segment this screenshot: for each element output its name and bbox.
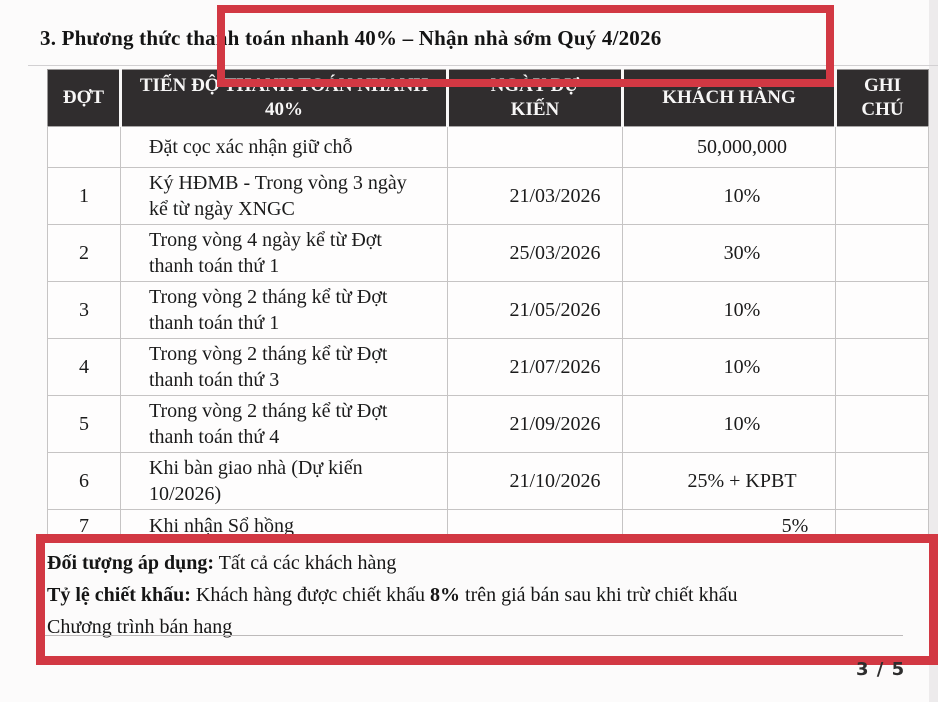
cell-amount: 10% bbox=[622, 281, 836, 339]
table-row-3: 3 Trong vòng 2 tháng kể từ Đợt thanh toá… bbox=[47, 281, 929, 339]
note-line-audience: Đối tượng áp dụng: Tất cả các khách hàng bbox=[47, 547, 903, 579]
cell-date: 21/09/2026 bbox=[447, 395, 623, 453]
table-row-deposit: Đặt cọc xác nhận giữ chỗ 50,000,000 bbox=[47, 126, 929, 168]
cell-note bbox=[835, 167, 929, 225]
cell-dot: 7 bbox=[47, 509, 121, 542]
cell-desc: Trong vòng 2 tháng kể từ Đợt thanh toán … bbox=[120, 395, 448, 453]
cell-dot: 1 bbox=[47, 167, 121, 225]
cell-amount: 25% + KPBT bbox=[622, 452, 836, 510]
cell-amount: 10% bbox=[622, 395, 836, 453]
cell-date: 21/05/2026 bbox=[447, 281, 623, 339]
cell-dot: 2 bbox=[47, 224, 121, 282]
table-row-4: 4 Trong vòng 2 tháng kể từ Đợt thanh toá… bbox=[47, 338, 929, 396]
note-label: Đối tượng áp dụng: bbox=[47, 552, 215, 574]
cell-dot: 6 bbox=[47, 452, 121, 510]
col-header-ngay: NGÀY DỰ KIẾN bbox=[446, 69, 623, 127]
table-header-row: ĐỢT TIẾN ĐỘ THANH TOÁN NHANH 40% NGÀY DỰ… bbox=[47, 69, 929, 127]
cell-desc: Khi nhận Sổ hồng bbox=[120, 509, 448, 542]
cell-note bbox=[835, 224, 929, 282]
note-label: Tỷ lệ chiết khấu: bbox=[47, 584, 191, 606]
table-top-border bbox=[28, 65, 938, 66]
cell-amount: 10% bbox=[622, 338, 836, 396]
cell-note bbox=[835, 126, 929, 168]
footer-divider bbox=[45, 635, 903, 636]
table-row-6: 6 Khi bàn giao nhà (Dự kiến 10/2026) 21/… bbox=[47, 452, 929, 510]
note-line-discount: Tỷ lệ chiết khấu: Khách hàng được chiết … bbox=[47, 579, 903, 611]
cell-desc: Đặt cọc xác nhận giữ chỗ bbox=[120, 126, 448, 168]
page-number: 3 / 5 bbox=[856, 659, 906, 680]
cell-note bbox=[835, 338, 929, 396]
col-header-tiendo: TIẾN ĐỘ THANH TOÁN NHANH 40% bbox=[119, 69, 448, 127]
table-row-5: 5 Trong vòng 2 tháng kể từ Đợt thanh toá… bbox=[47, 395, 929, 453]
col-header-khachhang: KHÁCH HÀNG bbox=[621, 69, 836, 127]
cell-date bbox=[447, 126, 623, 168]
cell-dot: 3 bbox=[47, 281, 121, 339]
note-text: Khách hàng được chiết khấu bbox=[190, 584, 431, 606]
payment-schedule-table: ĐỢT TIẾN ĐỘ THANH TOÁN NHANH 40% NGÀY DỰ… bbox=[47, 69, 929, 542]
cell-desc: Trong vòng 4 ngày kể từ Đợt thanh toán t… bbox=[120, 224, 448, 282]
cell-amount: 5% bbox=[622, 509, 836, 542]
cell-note bbox=[835, 395, 929, 453]
cell-amount: 50,000,000 bbox=[622, 126, 836, 168]
cell-amount: 30% bbox=[622, 224, 836, 282]
scan-edge-shadow bbox=[929, 0, 938, 702]
cell-dot bbox=[47, 126, 121, 168]
note-text: trên giá bán sau khi trừ chiết khấu bbox=[460, 584, 738, 606]
cell-date bbox=[447, 509, 623, 542]
cell-desc: Trong vòng 2 tháng kể từ Đợt thanh toán … bbox=[120, 281, 448, 339]
note-bold-value: 8% bbox=[430, 584, 461, 606]
cell-desc: Ký HĐMB - Trong vòng 3 ngày kể từ ngày X… bbox=[120, 167, 448, 225]
page-title: 3. Phương thức thanh toán nhanh 40% – Nh… bbox=[40, 26, 662, 50]
table-row-1: 1 Ký HĐMB - Trong vòng 3 ngày kể từ ngày… bbox=[47, 167, 929, 225]
cell-date: 21/10/2026 bbox=[447, 452, 623, 510]
cell-date: 25/03/2026 bbox=[447, 224, 623, 282]
cell-amount: 10% bbox=[622, 167, 836, 225]
notes-block: Đối tượng áp dụng: Tất cả các khách hàng… bbox=[47, 547, 903, 643]
cell-date: 21/07/2026 bbox=[447, 338, 623, 396]
cell-desc: Trong vòng 2 tháng kể từ Đợt thanh toán … bbox=[120, 338, 448, 396]
col-header-ghichu: GHI CHÚ bbox=[834, 69, 929, 127]
col-header-dot: ĐỢT bbox=[47, 69, 121, 127]
note-text: Tất cả các khách hàng bbox=[214, 552, 397, 574]
table-row-7: 7 Khi nhận Sổ hồng 5% bbox=[47, 509, 929, 542]
table-row-2: 2 Trong vòng 4 ngày kể từ Đợt thanh toán… bbox=[47, 224, 929, 282]
cell-date: 21/03/2026 bbox=[447, 167, 623, 225]
cell-note bbox=[835, 452, 929, 510]
cell-note bbox=[835, 281, 929, 339]
cell-desc: Khi bàn giao nhà (Dự kiến 10/2026) bbox=[120, 452, 448, 510]
cell-dot: 4 bbox=[47, 338, 121, 396]
note-line-program: Chương trình bán hang bbox=[47, 616, 233, 638]
cell-note bbox=[835, 509, 929, 542]
cell-dot: 5 bbox=[47, 395, 121, 453]
